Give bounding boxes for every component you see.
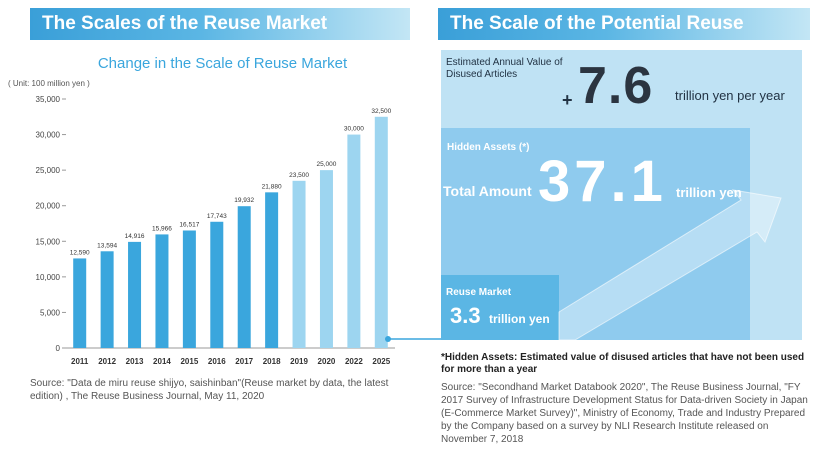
bar-2018	[265, 192, 279, 348]
bar-2014	[155, 234, 169, 348]
bar-value-label: 16,517	[179, 221, 199, 228]
connector-dot	[385, 336, 391, 342]
x-tick-label: 2017	[235, 357, 253, 366]
y-tick-label: 20,000	[36, 202, 61, 211]
y-tick-label: 10,000	[36, 273, 61, 282]
bar-2020	[319, 170, 333, 348]
bar-value-label: 13,594	[97, 242, 117, 249]
x-tick-label: 2022	[345, 357, 363, 366]
bar-2011	[73, 258, 87, 348]
bar-2013	[128, 241, 142, 348]
chart-title: Change in the Scale of Reuse Market	[97, 55, 348, 72]
x-tick-label: 2020	[318, 357, 336, 366]
bar-value-label: 23,500	[289, 172, 309, 179]
bars-group	[73, 116, 388, 349]
bar-2012	[100, 251, 114, 348]
bar-value-label: 12,590	[70, 249, 90, 256]
x-tick-label: 2014	[153, 357, 171, 366]
x-tick-label: 2013	[126, 357, 144, 366]
left-source-note: Source: "Data de miru reuse shijyo, sais…	[30, 378, 389, 402]
bar-value-label: 25,000	[317, 161, 337, 168]
reuse-market-value: 3.3	[450, 303, 481, 328]
reuse-market-panel	[441, 275, 559, 340]
y-tick-label: 25,000	[36, 166, 61, 175]
chart-unit-note: ( Unit: 100 million yen )	[8, 79, 90, 88]
bar-value-label: 21,880	[262, 183, 282, 190]
x-axis-labels: 2011 2012 2013 2014 2015 2016 2017 2018 2019 2020…	[71, 357, 391, 366]
x-tick-label: 2018	[263, 357, 281, 366]
total-amount-label: Total Amount	[443, 183, 532, 199]
hidden-assets-footnote: *Hidden Assets: Estimated value of disus…	[441, 352, 805, 375]
x-tick-label: 2025	[372, 357, 390, 366]
bar-value-label: 17,743	[207, 213, 227, 220]
hidden-assets-label: Hidden Assets (*)	[447, 142, 530, 153]
bar-value-label: 15,966	[152, 225, 172, 232]
total-amount-value: 37.1	[538, 149, 667, 214]
estimated-unit: trillion yen per year	[675, 88, 785, 103]
plus-sign: +	[562, 90, 573, 110]
x-tick-label: 2016	[208, 357, 226, 366]
connector-line	[385, 336, 441, 342]
y-axis-ticks: 0 5,000 10,000 15,000 20,000 25,000 30,000 35,0…	[36, 95, 66, 353]
reuse-market-unit: trillion yen	[489, 312, 550, 326]
reuse-market-label: Reuse Market	[446, 287, 512, 298]
bar-value-label: 14,916	[125, 233, 145, 240]
bar-value-label: 32,500	[371, 108, 391, 115]
growth-arrow-icon	[558, 189, 782, 340]
value-labels: 12,590 13,594 14,916 15,966 16,517 17,743 19,9…	[70, 108, 392, 257]
bar-2015	[182, 230, 196, 348]
x-tick-label: 2015	[180, 357, 198, 366]
total-amount-unit: trillion yen	[676, 185, 742, 200]
y-tick-label: 30,000	[36, 131, 61, 140]
y-tick-label: 35,000	[36, 95, 61, 104]
left-section-header: The Scales of the Reuse Market	[30, 8, 410, 40]
bar-2016	[210, 221, 224, 348]
x-tick-label: 2012	[98, 357, 116, 366]
right-section-header: The Scale of the Potential Reuse Market	[438, 8, 810, 66]
bar-2019	[292, 180, 306, 348]
y-tick-label: 15,000	[36, 237, 61, 246]
bar-2017	[237, 206, 251, 348]
estimated-annual-value-label: Estimated Annual Value of Disused Articl…	[446, 57, 563, 80]
bar-2022	[347, 134, 361, 348]
bar-value-label: 30,000	[344, 126, 364, 133]
y-tick-label: 0	[56, 344, 61, 353]
reuse-market-bar-chart: ( Unit: 100 million yen ) 0 5,000 10,000 15…	[8, 79, 395, 366]
x-tick-label: 2019	[290, 357, 308, 366]
bar-value-label: 19,932	[234, 197, 254, 204]
bar-2025	[374, 116, 388, 349]
growth-arrow	[558, 189, 782, 340]
x-tick-label: 2011	[71, 357, 89, 366]
right-source-note: Source: "Secondhand Market Databook 2020…	[441, 382, 808, 445]
y-tick-label: 5,000	[40, 308, 61, 317]
estimated-value: 7.6	[578, 57, 654, 115]
